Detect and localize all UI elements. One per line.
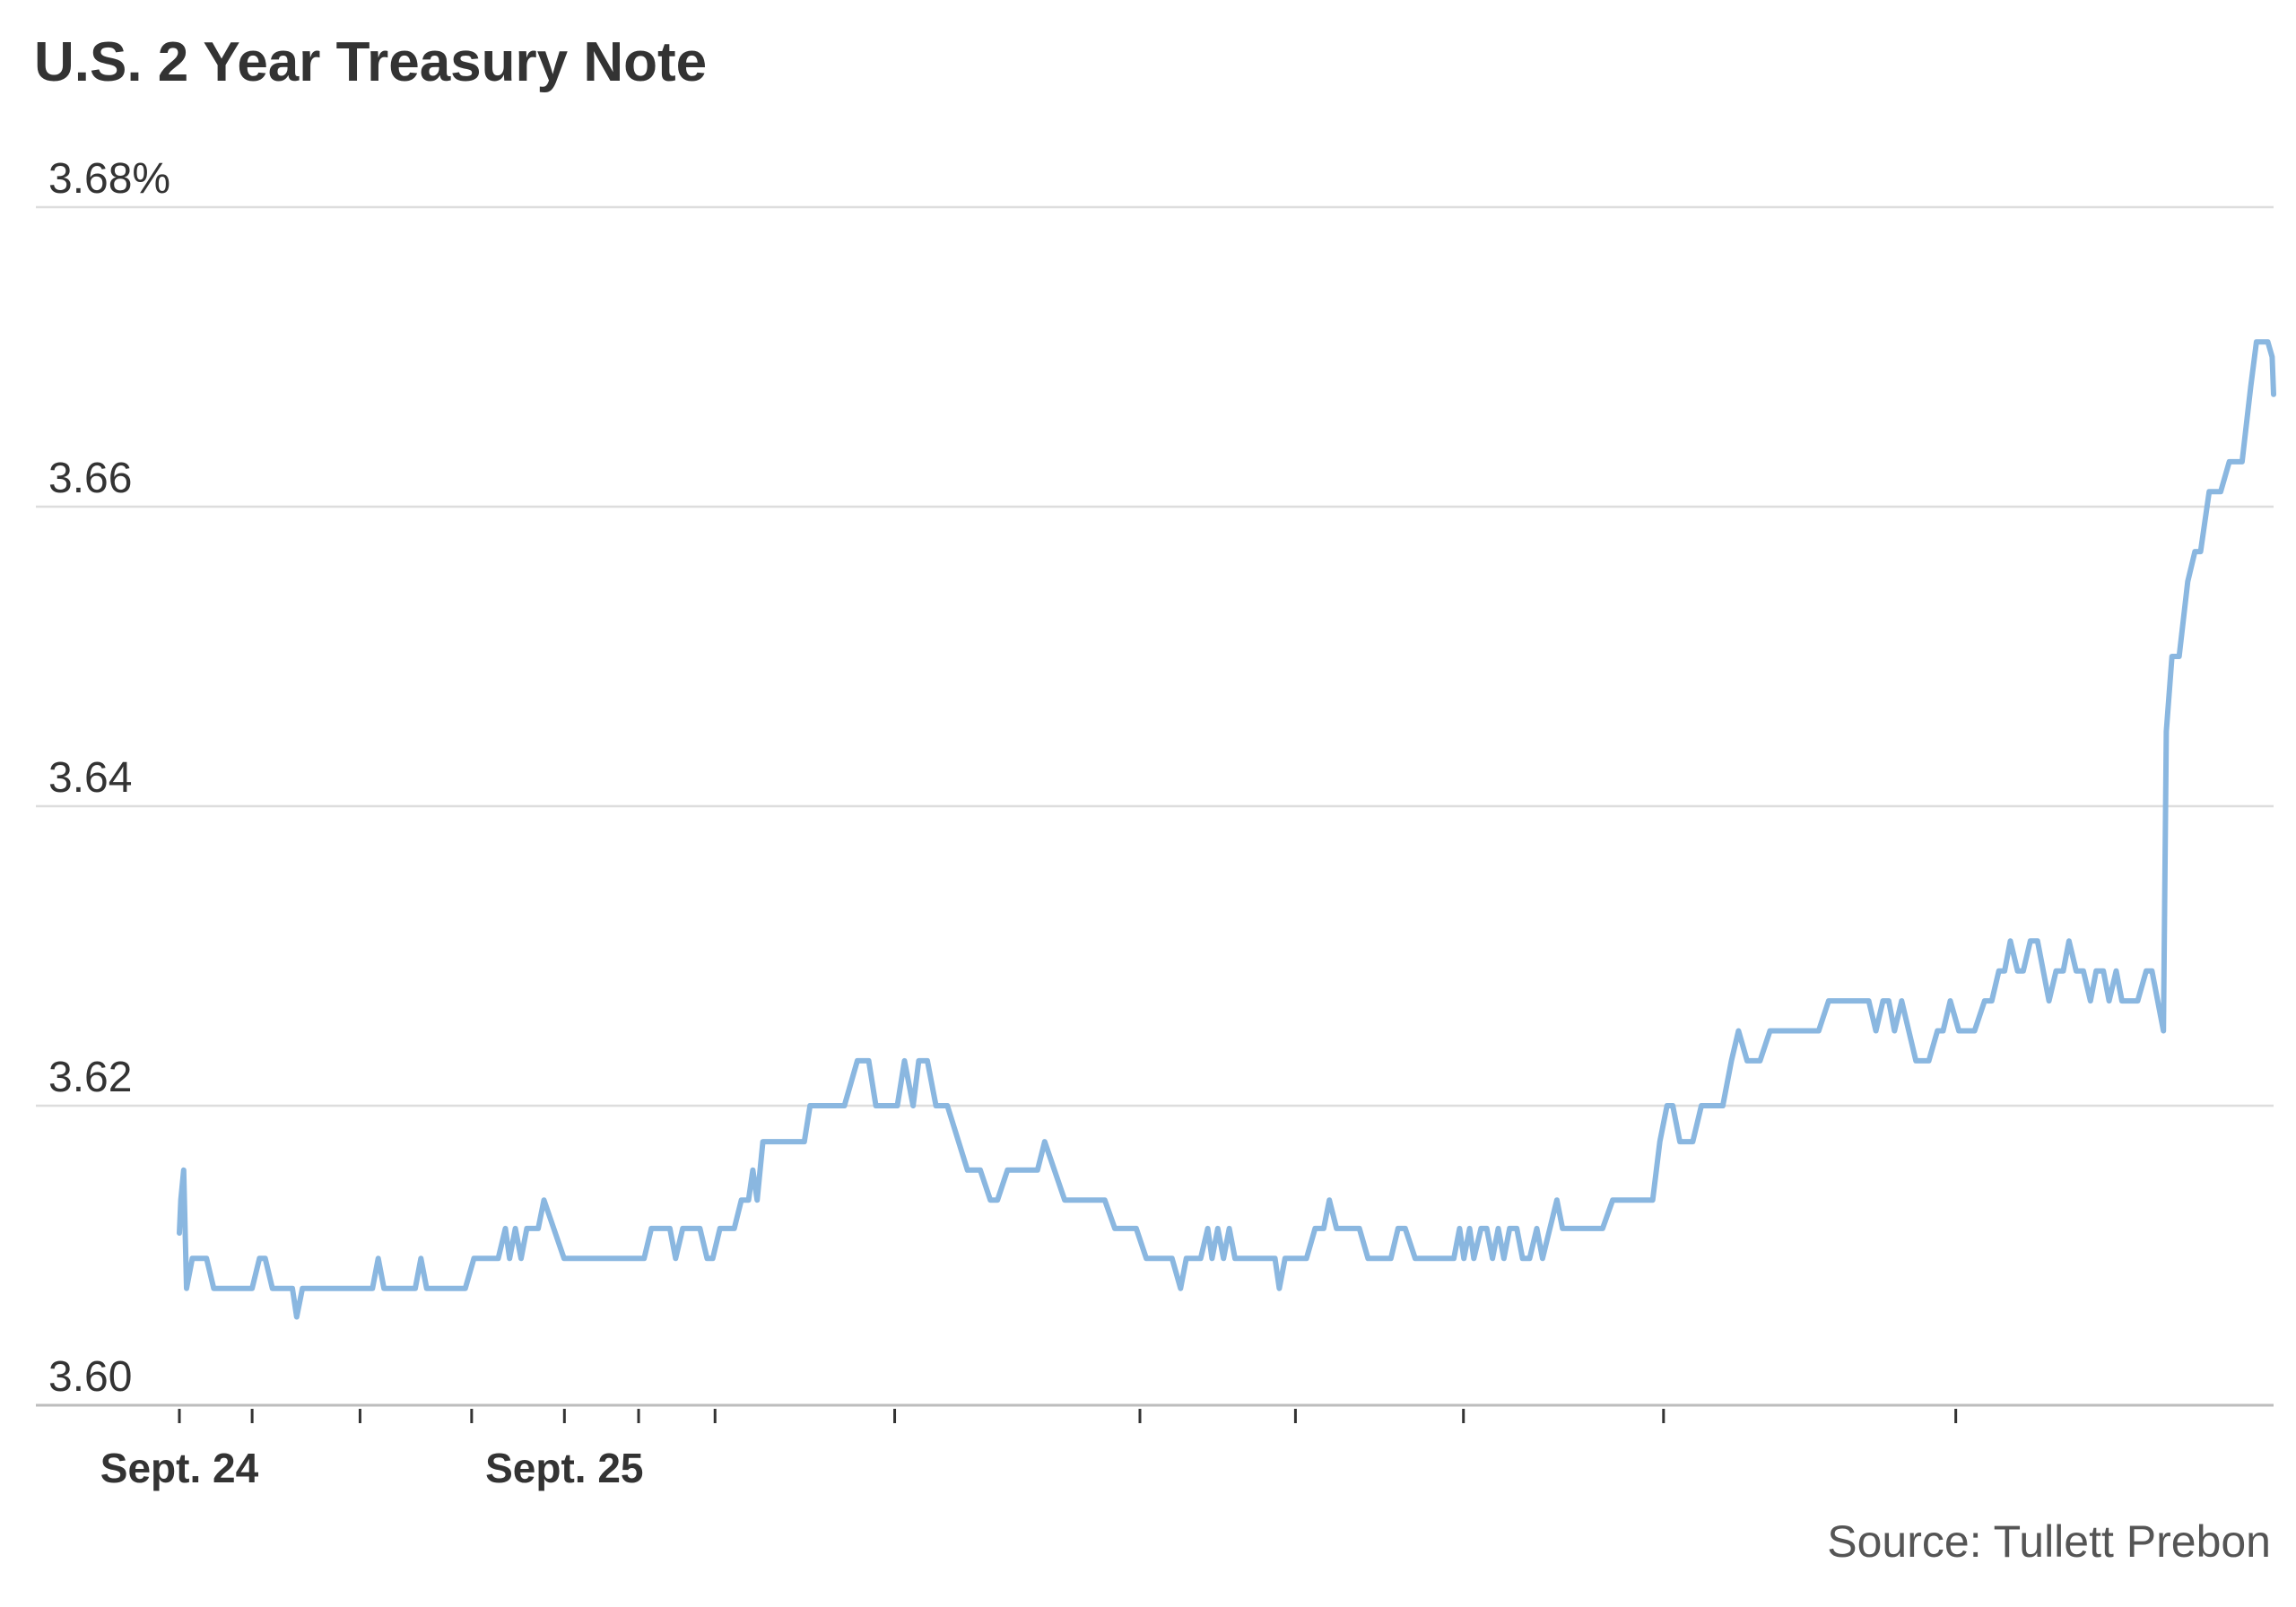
y-gridlines	[36, 205, 2274, 1407]
y-tick-labels: 3.60 3.62 3.64 3.66 3.68%	[48, 155, 170, 1401]
x-tick-label: Sept. 25	[485, 1445, 643, 1491]
y-tick-label: 3.68%	[48, 155, 170, 203]
source-note: Source: Tullett Prebon	[1827, 1516, 2271, 1567]
chart-title: U.S. 2 Year Treasury Note	[34, 31, 708, 93]
y-tick-label: 3.60	[48, 1353, 132, 1401]
x-tick-label: Sept. 24	[100, 1445, 259, 1491]
y-tick-label: 3.66	[48, 455, 132, 502]
y-tick-label: 3.62	[48, 1054, 132, 1101]
series-line	[177, 339, 2276, 1320]
series-layer	[177, 339, 2276, 1320]
x-axis: Sept. 24 Sept. 25	[100, 1409, 1958, 1491]
y-tick-label: 3.64	[48, 754, 132, 802]
